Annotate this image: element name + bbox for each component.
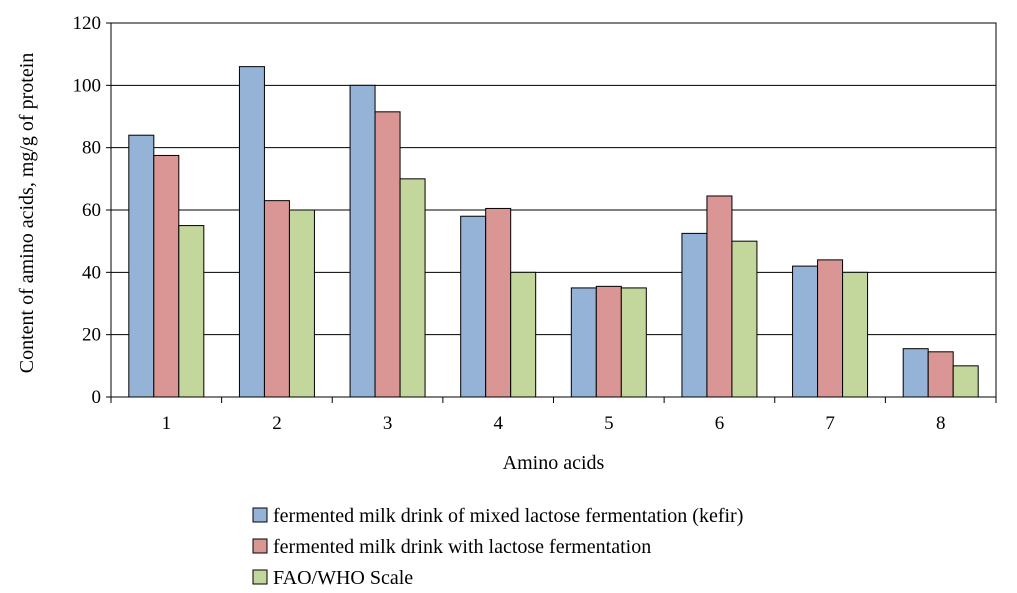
bar xyxy=(731,240,758,398)
bar xyxy=(178,225,205,398)
bar xyxy=(288,209,315,398)
x-tick-label: 4 xyxy=(493,413,503,434)
y-tick-label: 60 xyxy=(82,200,101,221)
bar xyxy=(349,84,376,398)
legend-swatch xyxy=(252,538,268,554)
y-tick-label: 20 xyxy=(82,325,101,346)
bar xyxy=(485,207,512,398)
x-tick-label: 6 xyxy=(715,413,725,434)
bar xyxy=(238,66,265,398)
bar xyxy=(706,195,733,398)
bar xyxy=(902,348,929,398)
legend-label: fermented milk drink with lactose fermen… xyxy=(273,536,651,558)
y-tick-label: 100 xyxy=(73,75,102,96)
x-axis-title: Amino acids xyxy=(503,452,605,474)
legend-swatch xyxy=(252,569,268,585)
x-tick-label: 7 xyxy=(825,413,835,434)
bar xyxy=(510,271,537,398)
bar xyxy=(620,287,647,398)
axes xyxy=(106,22,997,403)
x-tick-label: 2 xyxy=(272,413,282,434)
legend-label: FAO/WHO Scale xyxy=(273,567,413,589)
tick-labels: 0 20 40 60 80 100 120 1 2 3 4 5 6 7 8 xyxy=(73,13,946,434)
bar xyxy=(927,351,954,398)
x-tick-label: 1 xyxy=(162,413,172,434)
legend-swatch xyxy=(252,507,268,523)
legend: fermented milk drink of mixed lactose fe… xyxy=(252,505,743,589)
bar xyxy=(570,287,597,398)
bar xyxy=(128,134,155,398)
bar xyxy=(817,259,844,398)
bar xyxy=(595,285,622,398)
bar xyxy=(792,265,819,398)
bar xyxy=(263,200,290,398)
bar xyxy=(952,365,979,398)
bar xyxy=(153,154,180,398)
bar xyxy=(399,178,426,398)
x-tick-label: 5 xyxy=(604,413,614,434)
bar xyxy=(374,111,401,398)
y-tick-label: 0 xyxy=(92,387,102,408)
bar xyxy=(842,271,869,398)
legend-label: fermented milk drink of mixed lactose fe… xyxy=(273,505,743,527)
y-axis-title: Content of amino acids, mg/g of protein xyxy=(16,53,38,374)
y-tick-label: 40 xyxy=(82,262,101,283)
y-tick-label: 120 xyxy=(73,13,102,34)
bar xyxy=(681,232,708,398)
x-tick-label: 3 xyxy=(383,413,393,434)
bar xyxy=(460,215,487,398)
x-tick-label: 8 xyxy=(936,413,946,434)
y-tick-label: 80 xyxy=(82,138,101,159)
bars xyxy=(128,66,979,398)
